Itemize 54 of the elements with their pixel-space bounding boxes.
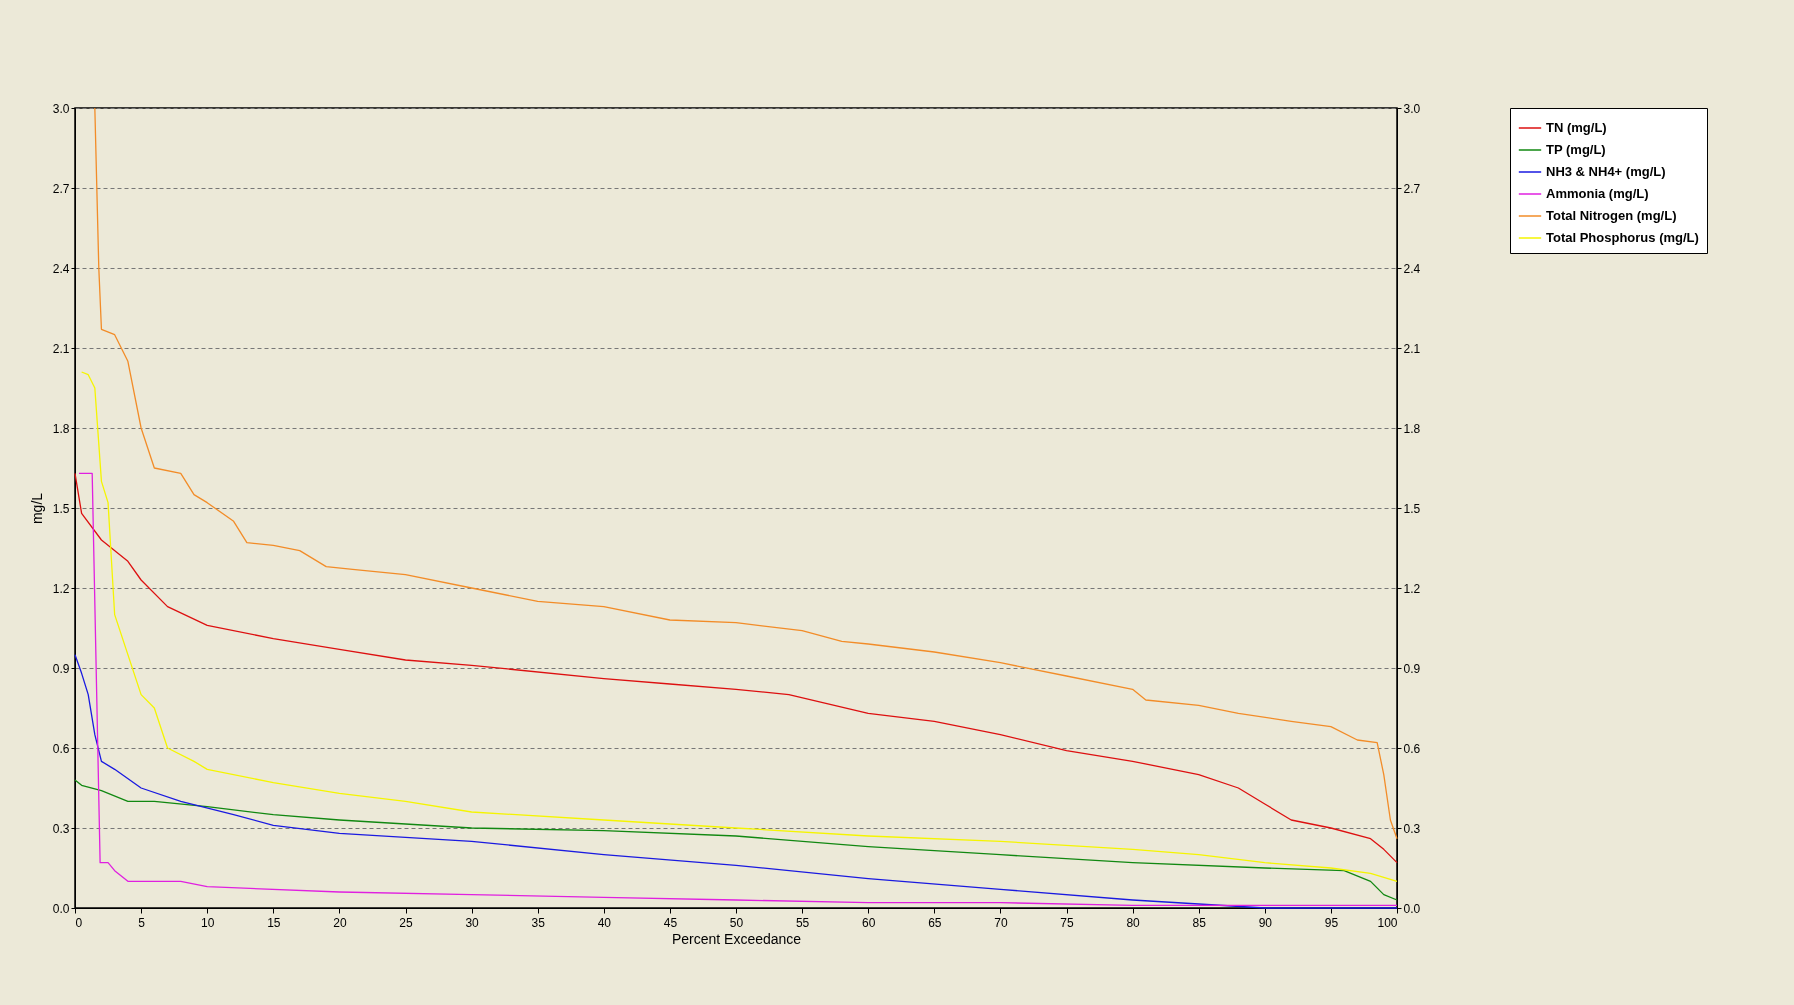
y-tick-label: 3.0 — [52, 101, 70, 116]
x-tick-label: 55 — [795, 915, 810, 930]
y-tick-label: 0.3 — [52, 821, 70, 836]
x-tick-label: 40 — [597, 915, 612, 930]
legend-label: Ammonia (mg/L) — [1546, 186, 1649, 201]
y-axis-title: mg/L — [28, 492, 45, 525]
y2-tick-label: 1.8 — [1403, 421, 1421, 436]
legend-label: TN (mg/L) — [1546, 120, 1607, 135]
legend-label: TP (mg/L) — [1546, 142, 1606, 157]
y2-tick-label: 1.5 — [1403, 501, 1421, 516]
x-tick-label: 35 — [531, 915, 546, 930]
y2-tick-label: 2.1 — [1403, 341, 1421, 356]
legend-label: NH3 & NH4+ (mg/L) — [1546, 164, 1666, 179]
x-tick-label: 100 — [1377, 915, 1398, 930]
x-tick-label: 25 — [399, 915, 413, 930]
line-series — [94, 107, 1398, 840]
x-tick-label: 20 — [333, 915, 347, 930]
legend-label: Total Nitrogen (mg/L) — [1546, 208, 1677, 223]
y2-tick-label: 0.6 — [1403, 741, 1421, 756]
x-tick-label: 70 — [994, 915, 1008, 930]
y-tick-label: 0.6 — [52, 741, 70, 756]
y2-tick-label: 2.4 — [1403, 261, 1421, 276]
y2-tick-label: 2.7 — [1403, 181, 1421, 196]
x-axis-title: Percent Exceedance — [671, 930, 802, 947]
y-tick-label: 1.8 — [52, 421, 70, 436]
y2-tick-label: 0.9 — [1403, 661, 1421, 676]
y-tick-label: 2.1 — [52, 341, 70, 356]
y2-tick-label: 3.0 — [1403, 101, 1421, 116]
x-tick-label: 95 — [1324, 915, 1339, 930]
y2-tick-label: 0.3 — [1403, 821, 1421, 836]
y-tick-label: 2.4 — [52, 261, 70, 276]
x-tick-label: 80 — [1126, 915, 1141, 930]
y2-tick-label: 1.2 — [1403, 581, 1421, 596]
y-tick-label: 2.7 — [52, 181, 70, 196]
x-tick-label: 65 — [928, 915, 942, 930]
y-tick-label: 1.5 — [52, 501, 70, 516]
y-tick-label: 0.0 — [52, 901, 70, 916]
x-tick-label: 15 — [267, 915, 281, 930]
x-tick-label: 75 — [1060, 915, 1074, 930]
x-tick-label: 50 — [729, 915, 744, 930]
x-tick-label: 10 — [201, 915, 215, 930]
y-tick-label: 0.9 — [52, 661, 70, 676]
line-series — [74, 779, 1398, 901]
x-tick-label: 85 — [1192, 915, 1207, 930]
x-tick-label: 45 — [663, 915, 678, 930]
x-tick-label: 5 — [138, 915, 146, 930]
y2-tick-label: 0.0 — [1403, 901, 1421, 916]
x-tick-label: 0 — [75, 915, 83, 930]
x-tick-label: 30 — [465, 915, 480, 930]
legend-label: Total Phosphorus (mg/L) — [1546, 230, 1699, 245]
x-tick-label: 60 — [862, 915, 876, 930]
x-tick-label: 90 — [1258, 915, 1273, 930]
line-series — [80, 371, 1398, 882]
y-tick-label: 1.2 — [52, 581, 70, 596]
